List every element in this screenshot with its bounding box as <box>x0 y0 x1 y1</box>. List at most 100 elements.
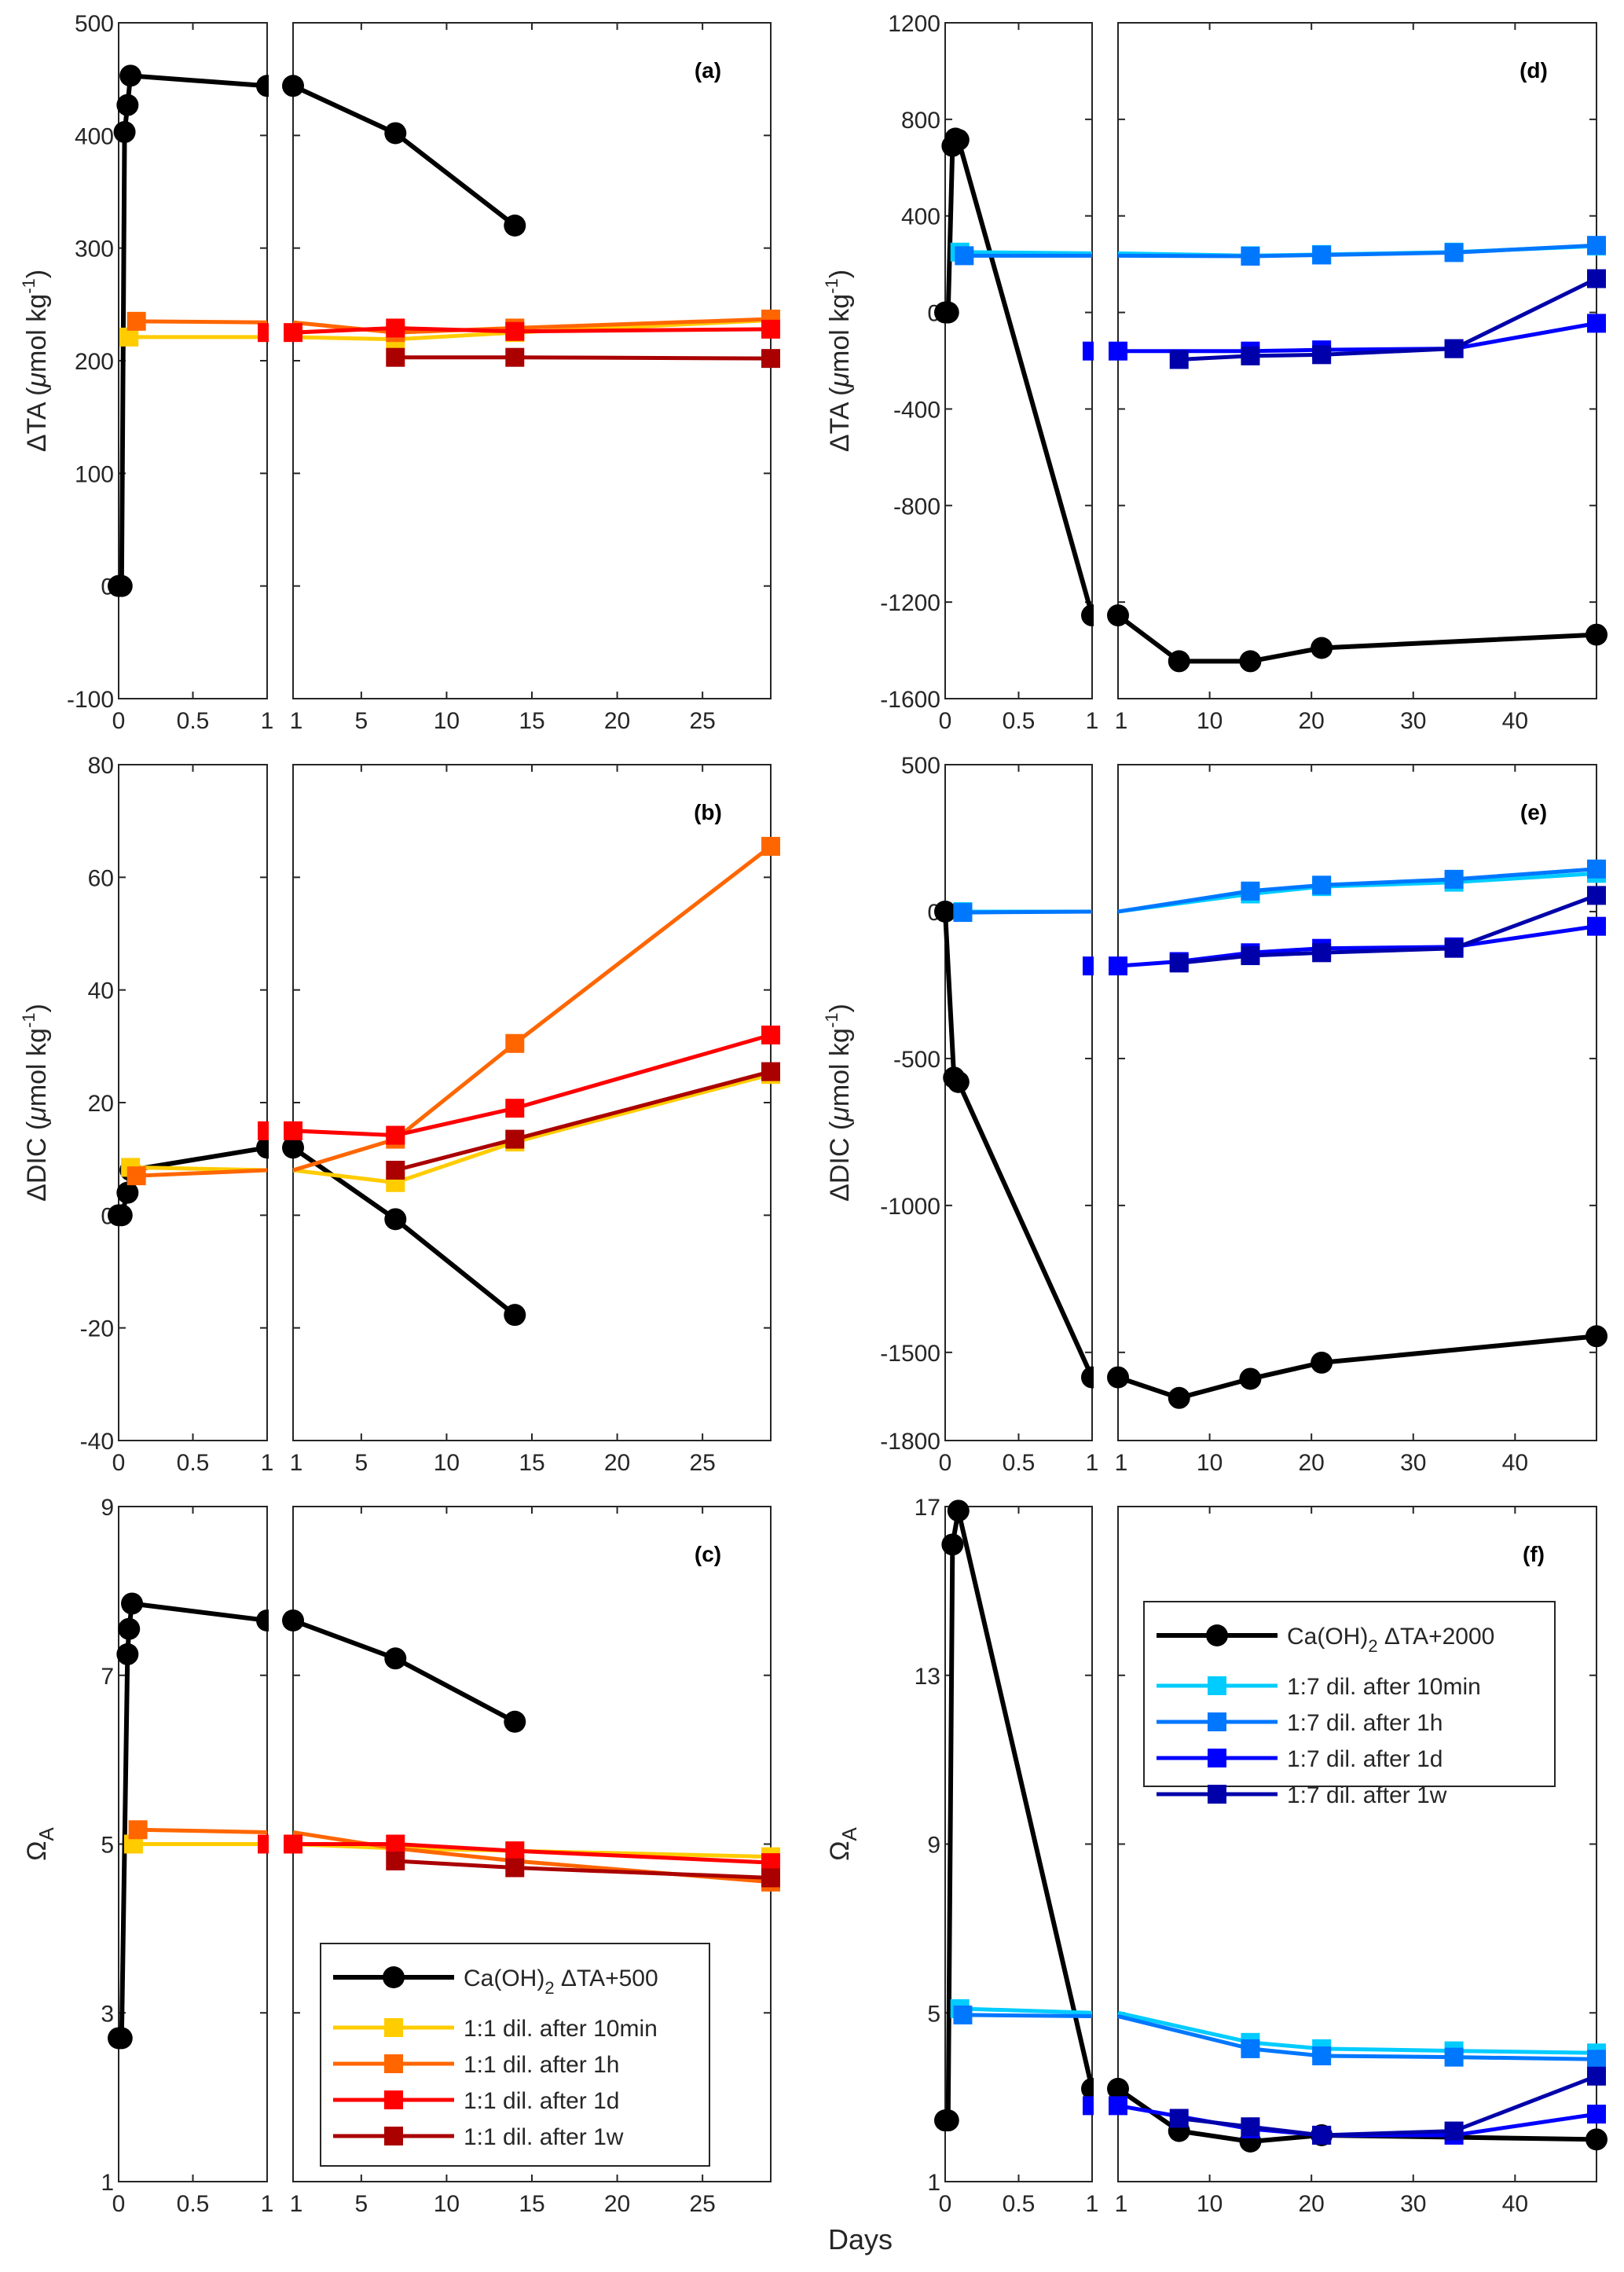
series-1-1-dil-after-1w <box>386 347 780 369</box>
y-axis-label: ΔTA (μmol kg-1) <box>19 270 52 452</box>
series-segment <box>1117 236 1606 266</box>
legend-marker <box>1208 1676 1226 1695</box>
data-point <box>1241 2039 1260 2058</box>
data-point <box>1312 875 1332 895</box>
data-point <box>110 1204 133 1227</box>
data-point <box>384 1208 407 1231</box>
y-tick-label: 5 <box>101 1833 114 1859</box>
series-line <box>292 317 772 342</box>
series-1-7-dil-after-1h <box>955 236 1606 266</box>
data-point <box>1312 2125 1332 2145</box>
y-axis-label-unit: mol kg <box>22 294 52 373</box>
legend-label-main: Ca(OH) <box>1287 1624 1368 1650</box>
x-tick-label: 15 <box>519 2191 544 2217</box>
data-point <box>937 301 959 324</box>
data-point <box>1081 1366 1094 1389</box>
y-axis-label-sub: A <box>838 1826 861 1841</box>
data-point <box>504 1304 526 1327</box>
x-tick-label: 1 <box>1086 708 1099 734</box>
panel-label: (d) <box>1520 58 1548 83</box>
series-line <box>291 83 517 228</box>
legend-c: Ca(OH)2 ΔTA+500 1:1 dil. after 10min 1:1 d… <box>320 1943 710 2167</box>
data-point <box>1586 2128 1608 2151</box>
x-tick-label: 40 <box>1502 1450 1528 1476</box>
x-tick-label: 1 <box>1086 1450 1099 1476</box>
x-tick-label: 15 <box>519 708 544 734</box>
data-point <box>256 1609 269 1632</box>
panel-label: (c) <box>695 1542 721 1566</box>
panel-label: (b) <box>694 800 722 824</box>
series-line <box>119 73 268 589</box>
x-tick-label: 0.5 <box>1003 1450 1036 1476</box>
series-line <box>136 1168 268 1178</box>
data-point <box>1239 650 1262 673</box>
y-tick-label: 17 <box>915 1495 940 1521</box>
legend-marker <box>1208 1785 1226 1804</box>
data-point <box>1587 2105 1606 2124</box>
series-segment <box>292 836 780 1173</box>
series-line <box>959 250 1093 255</box>
series-1-1-dil-after-1h <box>126 836 780 1186</box>
data-point <box>1587 859 1606 879</box>
x-tick-label: 0.5 <box>1003 2191 1036 2217</box>
series-ca-oh-2-ta-2000 <box>934 127 1608 673</box>
x-tick-label: 0 <box>112 708 126 734</box>
data-point <box>284 1121 302 1140</box>
series-line <box>1117 867 1597 914</box>
x-tick-label: 20 <box>604 708 630 734</box>
axes-box-left <box>118 764 268 1441</box>
x-tick-label: 20 <box>1299 2191 1325 2217</box>
series-segment <box>1117 864 1606 914</box>
x-tick-label: 1 <box>290 708 303 734</box>
data-point <box>1587 2066 1606 2086</box>
y-axis-label-sup: -1 <box>822 1012 841 1028</box>
series-segment <box>1107 604 1608 673</box>
series-segment <box>284 1834 780 1873</box>
series-segment <box>119 327 267 347</box>
y-axis-label-sup: -1 <box>822 278 841 294</box>
legend-entry: 1:7 dil. after 1w <box>1157 1782 1447 1808</box>
data-point <box>761 836 780 856</box>
x-tick-label: 0 <box>112 2191 126 2217</box>
series-1-1-dil-after-1d <box>258 318 780 343</box>
data-point <box>1587 314 1606 333</box>
data-point <box>505 1033 525 1053</box>
data-point <box>1586 1325 1608 1348</box>
y-axis-label-unit: mol kg <box>825 1028 855 1107</box>
data-point <box>761 1868 780 1888</box>
x-tick-label: 0.5 <box>1003 708 1036 734</box>
legend-entry: 1:1 dil. after 1d <box>333 2088 619 2114</box>
y-axis-label-main: ΔTA ( <box>825 387 855 452</box>
legend-label-main: 1:1 dil. after 1d <box>464 2088 619 2114</box>
legend-label: 1:1 dil. after 1d <box>464 2088 619 2114</box>
data-point <box>505 1858 525 1877</box>
series-segment <box>108 64 269 597</box>
series-line <box>292 1072 772 1185</box>
y-axis-label-close: ) <box>22 1004 52 1012</box>
y-tick-label: 60 <box>88 865 114 891</box>
data-point <box>384 122 407 145</box>
y-tick-label: 9 <box>101 1495 114 1521</box>
series-segment <box>282 1609 526 1733</box>
series-segment <box>1169 886 1606 973</box>
axes-box-right <box>1117 764 1597 1441</box>
data-point <box>1241 881 1260 901</box>
data-point <box>113 121 136 144</box>
x-tick-label: 20 <box>1299 1450 1325 1476</box>
data-point <box>118 1617 141 1640</box>
y-tick-label: 13 <box>915 1664 940 1690</box>
y-axis-label: ΔDIC (μmol kg-1) <box>822 1004 855 1202</box>
x-tick-label: 1 <box>261 708 274 734</box>
series-segment <box>955 246 1092 266</box>
y-tick-label: -20 <box>80 1316 114 1342</box>
legend-label-main: 1:7 dil. after 1d <box>1287 1746 1443 1772</box>
data-point <box>126 1166 146 1186</box>
series-segment <box>126 1166 268 1186</box>
x-tick-label: 5 <box>355 1450 368 1476</box>
series-1-1-dil-after-1d <box>258 1026 780 1145</box>
data-point <box>1169 350 1189 369</box>
data-point <box>937 2109 959 2132</box>
legend-marker <box>1206 1624 1228 1646</box>
